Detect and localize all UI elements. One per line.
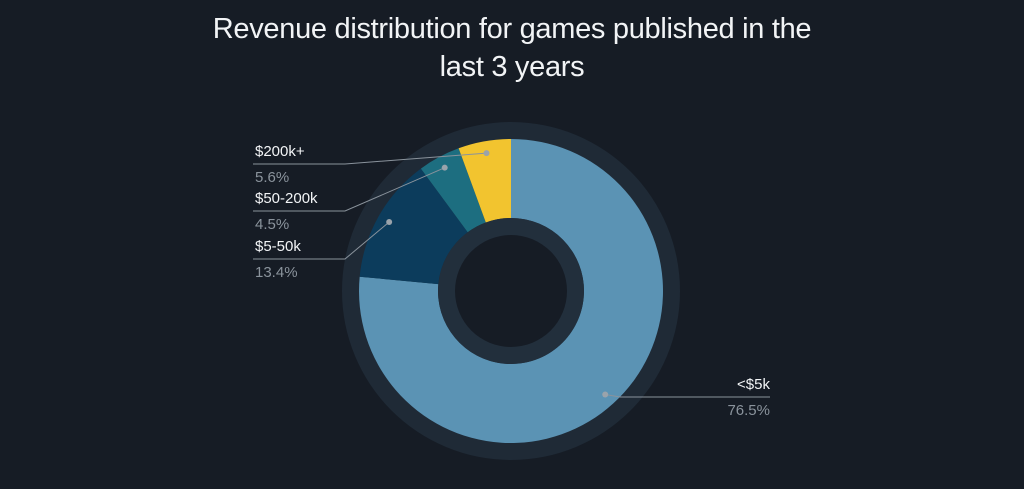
leader-line — [253, 221, 390, 260]
leader-dot — [483, 150, 490, 157]
leader-dot — [386, 219, 393, 226]
donut-slice — [359, 168, 468, 285]
donut-slice — [420, 148, 486, 233]
donut-hole — [455, 235, 567, 347]
slice-label: $5-50k — [255, 238, 301, 255]
slice-value-label: 13.4% — [255, 264, 298, 281]
slice-value-label: 5.6% — [255, 169, 289, 186]
slice-label: $200k+ — [255, 143, 305, 160]
leader-line — [253, 152, 487, 165]
chart-title: Revenue distribution for games published… — [212, 13, 812, 83]
slice-label: <$5k — [737, 376, 770, 393]
slice-value-label: 76.5% — [727, 402, 770, 419]
leader-line — [253, 167, 445, 212]
leader-dot — [441, 164, 448, 171]
slice-label: $50-200k — [255, 190, 318, 207]
leader-dot — [602, 391, 609, 398]
donut-slice — [359, 139, 664, 444]
slice-value-label: 4.5% — [255, 216, 289, 233]
leader-line — [605, 394, 770, 398]
donut-slice — [458, 139, 511, 223]
